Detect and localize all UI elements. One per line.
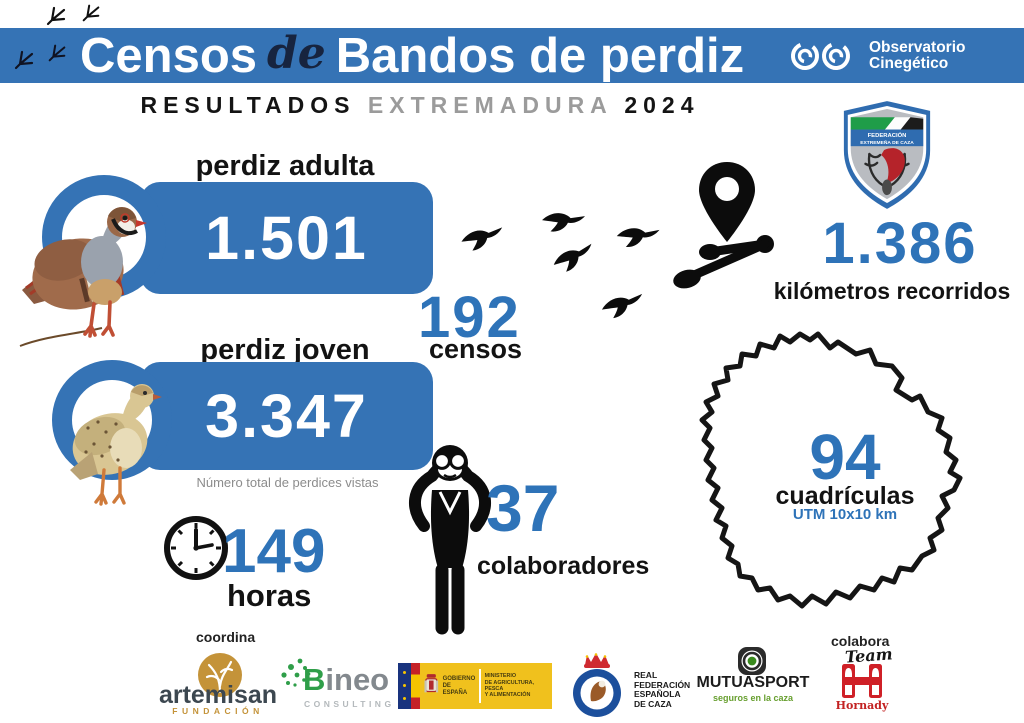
hornady-name: Hornady	[835, 699, 889, 712]
grid-sublabel: UTM 10x10 km	[792, 506, 898, 523]
eu-strip	[398, 663, 411, 709]
census-count: 192	[418, 285, 521, 350]
rfec-name: REAL FEDERACIÓN ESPAÑOLA DE CAZA	[634, 670, 691, 709]
observer-icon	[409, 445, 491, 635]
adult-pill: 1.501	[140, 182, 433, 294]
coat-of-arms-icon	[424, 674, 439, 693]
bird-track-icon	[48, 44, 66, 62]
mutuasport-name: MUTUASPORT	[696, 674, 810, 691]
bineo-dots-icon	[281, 658, 311, 687]
young-count: 3.347	[205, 382, 368, 450]
subtitle-region: EXTREMADURA	[367, 92, 612, 118]
gobierno-main: GOBIERNO DE ESPAÑA MINISTERIO DE AGRICUL…	[420, 663, 552, 709]
ministry-text: MINISTERIO DE AGRICULTURA, PESCA Y ALIME…	[484, 673, 535, 699]
clock-icon	[164, 516, 228, 580]
young-partridge-label: perdiz joven	[200, 334, 370, 366]
bird-track-icon	[82, 4, 100, 22]
hours-count: 149	[222, 517, 326, 586]
collaborators-count: 37	[486, 471, 560, 545]
subtitle-resultados: RESULTADOS	[140, 92, 356, 118]
header-banner	[0, 28, 1024, 83]
spain-flag-strip	[411, 663, 420, 709]
total-caption: Número total de perdices vistas	[196, 475, 379, 490]
adult-partridge-image	[19, 207, 147, 347]
bird-track-icon	[46, 6, 66, 26]
red-bird-graphic	[881, 148, 905, 184]
adult-count: 1.501	[205, 204, 368, 272]
adult-partridge-label: perdiz adulta	[195, 150, 375, 182]
bineo-name: Bineo	[303, 662, 390, 697]
gobierno-divider	[479, 669, 481, 703]
collaborators-label: colaboradores	[477, 552, 650, 580]
observatory-name: Observatorio Cinegético	[869, 38, 966, 72]
subtitle-year: 2024	[624, 92, 700, 118]
shield-line2: EXTREMEÑA DE CAZA	[860, 139, 914, 146]
shield-line1: FEDERACIÓN	[868, 131, 907, 139]
artemisan-tree-icon	[198, 653, 242, 697]
km-label: kilómetros recorridos	[773, 278, 1011, 304]
route-pin-icon	[673, 162, 774, 289]
flying-birds-icon	[461, 213, 660, 319]
grid-count: 94	[809, 421, 881, 493]
hours-label: horas	[227, 578, 312, 613]
bineo-sub: CONSULTING	[304, 699, 395, 709]
coordina-label: coordina	[196, 629, 256, 645]
young-pill: 3.347	[140, 362, 433, 470]
bird-track-icon	[14, 50, 34, 70]
title-part1: Censos	[80, 28, 258, 83]
gobierno-text: GOBIERNO DE ESPAÑA	[442, 675, 476, 696]
hornady-h-icon	[842, 664, 882, 698]
observatory-logo: Observatorio Cinegético	[788, 36, 965, 76]
gobierno-logo: GOBIERNO DE ESPAÑA MINISTERIO DE AGRICUL…	[398, 663, 552, 709]
subtitle: RESULTADOS EXTREMADURA 2024	[0, 92, 840, 119]
mutuasport-target-icon	[738, 647, 766, 675]
km-count: 1.386	[822, 211, 978, 276]
young-partridge-image	[70, 384, 162, 506]
mutuasport-sub: seguros en la caza	[712, 693, 794, 703]
artemisan-sub: FUNDACIÓN	[172, 706, 264, 716]
extremadura-map-outline	[699, 331, 963, 609]
grid-label: cuadrículas	[775, 482, 915, 510]
binoculars-rings-icon	[791, 42, 850, 70]
artemisan-name: artemisan	[158, 681, 278, 709]
census-label: censos	[429, 334, 523, 364]
title-script-de: de	[267, 28, 326, 79]
rfec-badge-icon	[573, 653, 621, 717]
colabora-label: colabora	[831, 633, 890, 649]
federation-shield-logo: FEDERACIÓN EXTREMEÑA DE CAZA	[843, 101, 931, 209]
title-part2: Bandos de perdiz	[335, 28, 745, 83]
page-title: Censos de Bandos de perdiz	[80, 28, 744, 83]
